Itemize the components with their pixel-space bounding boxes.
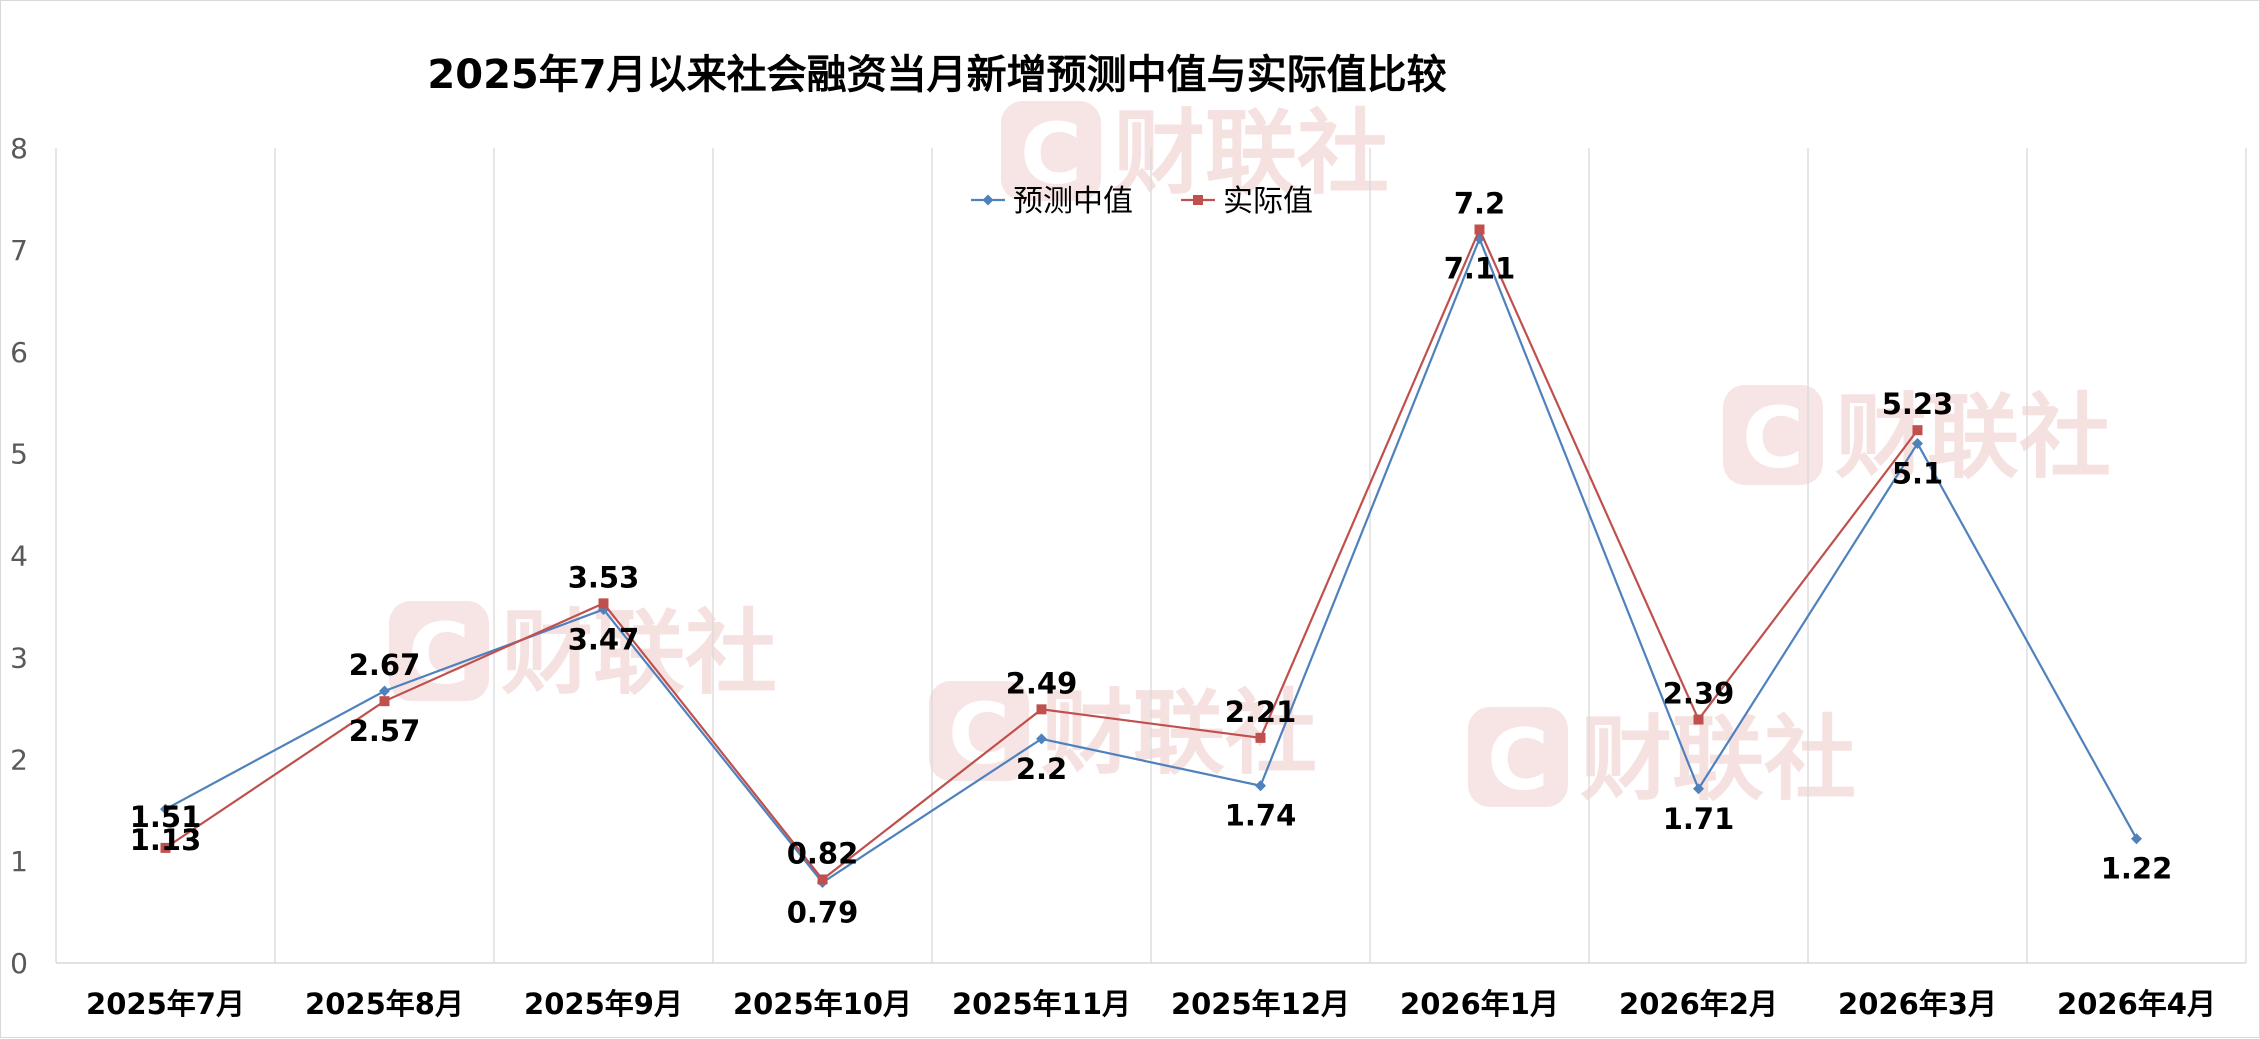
x-tick-label: 2025年11月 bbox=[952, 987, 1131, 1021]
data-label-actual: 2.49 bbox=[1006, 666, 1078, 700]
data-point-forecast bbox=[379, 685, 390, 697]
x-tick-label: 2025年9月 bbox=[524, 987, 683, 1021]
watermark-logo: C 财联社 bbox=[1723, 384, 2111, 491]
legend-marker bbox=[982, 194, 994, 206]
data-label-actual: 7.2 bbox=[1454, 187, 1505, 221]
data-point-forecast bbox=[1912, 437, 1923, 449]
legend-label: 预测中值 bbox=[1013, 184, 1133, 219]
watermark-logo: C 财联社 bbox=[1468, 706, 1856, 813]
data-label-forecast: 2.2 bbox=[1016, 752, 1067, 786]
chart-title: 2025年7月以来社会融资当月新增预测中值与实际值比较 bbox=[427, 52, 1446, 98]
data-point-actual bbox=[160, 842, 171, 853]
x-tick-label: 2025年10月 bbox=[733, 987, 912, 1021]
y-tick-label: 5 bbox=[10, 438, 28, 471]
data-label-actual: 2.57 bbox=[349, 714, 421, 748]
x-tick-label: 2026年4月 bbox=[2057, 987, 2216, 1021]
data-point-actual bbox=[1036, 704, 1047, 715]
x-tick-label: 2026年1月 bbox=[1400, 987, 1559, 1021]
data-label-forecast: 7.11 bbox=[1444, 252, 1516, 286]
y-tick-label: 0 bbox=[10, 947, 28, 980]
data-label-actual: 0.82 bbox=[787, 836, 859, 870]
x-axis: 2025年7月 2025年8月 2025年9月 2025年10月 2025年11月 202… bbox=[86, 987, 2216, 1021]
watermark-badge bbox=[1468, 707, 1568, 807]
data-point-actual bbox=[379, 696, 390, 707]
x-tick-label: 2025年12月 bbox=[1171, 987, 1350, 1021]
data-label-actual: 3.53 bbox=[568, 560, 640, 594]
series-line-forecast bbox=[164, 235, 2138, 884]
watermark-text: 财联社 bbox=[1835, 384, 2111, 491]
x-tick-label: 2025年7月 bbox=[86, 987, 245, 1021]
data-label-forecast: 1.71 bbox=[1663, 802, 1735, 836]
x-tick-label: 2025年8月 bbox=[305, 987, 464, 1021]
y-tick-label: 4 bbox=[10, 540, 28, 573]
data-point-forecast bbox=[160, 803, 171, 815]
data-point-actual bbox=[817, 874, 828, 885]
x-tick-label: 2026年2月 bbox=[1619, 987, 1778, 1021]
data-label-forecast: 2.67 bbox=[349, 648, 421, 682]
legend-marker bbox=[1193, 195, 1203, 205]
data-label-forecast: 1.22 bbox=[2101, 852, 2173, 886]
data-label-actual: 5.23 bbox=[1882, 387, 1954, 421]
data-label-forecast: 3.47 bbox=[568, 622, 640, 656]
watermark-logo: C 财联社 bbox=[1001, 100, 1389, 207]
data-label-actual: 1.13 bbox=[130, 823, 202, 857]
data-point-forecast bbox=[2131, 833, 2142, 845]
series-group bbox=[160, 224, 2142, 889]
y-tick-label: 7 bbox=[10, 234, 28, 267]
legend-label: 实际值 bbox=[1223, 184, 1313, 219]
y-tick-label: 3 bbox=[10, 641, 28, 674]
data-point-forecast bbox=[1693, 783, 1704, 795]
data-label-forecast: 1.51 bbox=[130, 800, 202, 834]
data-point-actual bbox=[1693, 714, 1704, 725]
watermark-letter: C bbox=[1487, 711, 1549, 809]
y-tick-label: 2 bbox=[10, 743, 28, 776]
legend: 预测中值 实际值 bbox=[971, 184, 1313, 219]
data-label-actual: 2.21 bbox=[1225, 695, 1297, 729]
y-tick-label: 6 bbox=[10, 336, 28, 369]
data-label-forecast: 0.79 bbox=[787, 896, 859, 930]
data-point-actual bbox=[1255, 732, 1266, 743]
watermark-letter: C bbox=[948, 685, 1010, 783]
y-axis: 0 1 2 3 4 5 6 7 8 bbox=[10, 132, 28, 980]
x-tick-label: 2026年3月 bbox=[1838, 987, 1997, 1021]
watermark-badge bbox=[1723, 385, 1823, 485]
watermark-badge bbox=[1001, 101, 1101, 201]
watermark-badge bbox=[389, 601, 489, 701]
data-label-forecast: 5.1 bbox=[1892, 456, 1943, 490]
y-tick-label: 8 bbox=[10, 132, 28, 165]
watermark-text: 财联社 bbox=[1113, 100, 1389, 207]
y-tick-label: 1 bbox=[10, 845, 28, 878]
data-labels: 1.511.13 2.67 2.57 3.47 3.53 0.79 0.82 2.2 2.49 1… bbox=[130, 187, 2173, 930]
watermark-badge bbox=[929, 681, 1029, 781]
data-point-forecast bbox=[1036, 733, 1047, 745]
data-label-forecast: 1.74 bbox=[1225, 799, 1297, 833]
data-point-actual bbox=[1912, 425, 1923, 436]
data-point-actual bbox=[598, 598, 609, 609]
data-point-actual bbox=[1474, 224, 1485, 235]
watermark-letter: C bbox=[1742, 389, 1804, 487]
data-label-actual: 2.39 bbox=[1663, 677, 1735, 711]
gridlines bbox=[55, 148, 2247, 964]
watermark-letter: C bbox=[1020, 105, 1082, 203]
data-point-forecast bbox=[1255, 780, 1266, 792]
